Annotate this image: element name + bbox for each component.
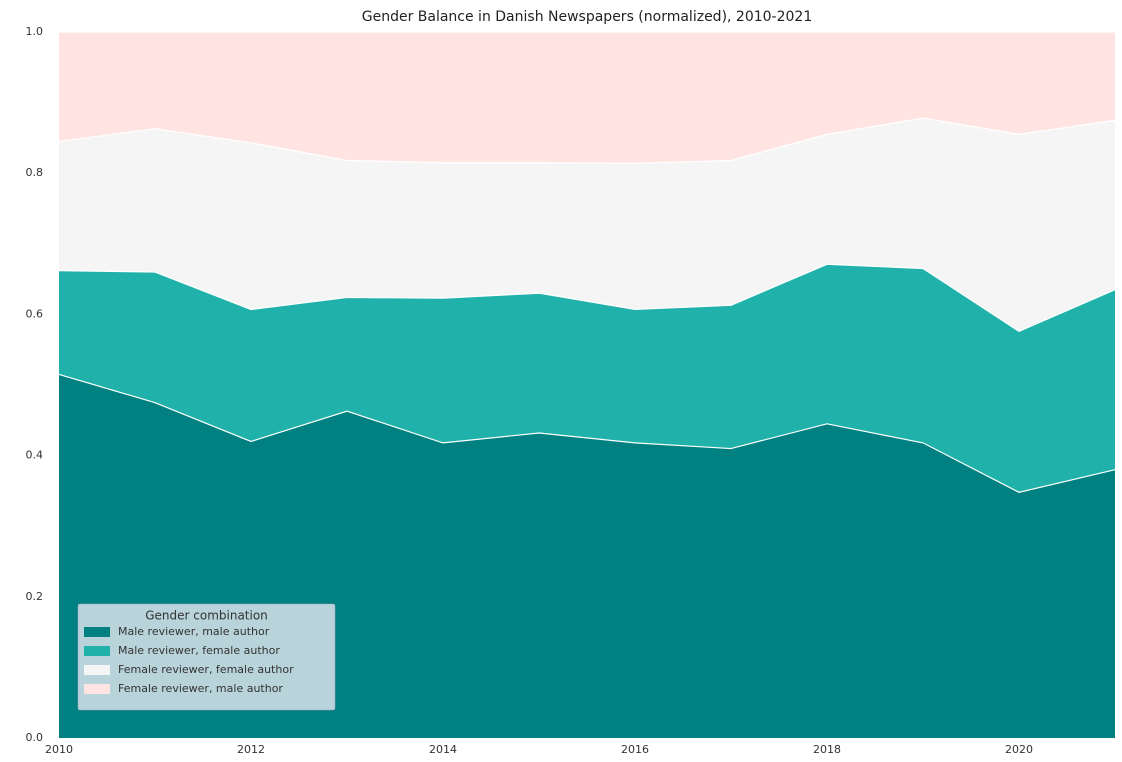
legend-title: Gender combination <box>145 609 268 623</box>
legend-swatch <box>84 684 110 694</box>
area-edge <box>58 373 1116 493</box>
x-tick-label: 2012 <box>237 743 265 756</box>
y-tick-label: 0.2 <box>26 590 44 603</box>
area-edge <box>58 117 1116 164</box>
y-tick-label: 1.0 <box>26 25 44 38</box>
y-tick-label: 0.4 <box>26 449 44 462</box>
x-tick-label: 2010 <box>45 743 73 756</box>
area <box>59 118 1115 332</box>
legend-box <box>77 603 336 711</box>
x-tick-label: 2016 <box>621 743 649 756</box>
legend-label: Male reviewer, female author <box>118 644 280 657</box>
x-tick-label: 2014 <box>429 743 457 756</box>
area <box>59 264 1115 493</box>
legend-label: Female reviewer, female author <box>118 663 294 676</box>
y-tick-label: 0.6 <box>26 307 44 320</box>
area <box>59 32 1115 164</box>
y-tick-label: 0.0 <box>26 731 44 744</box>
legend-swatch <box>84 665 110 675</box>
area-edge <box>58 263 1116 333</box>
x-tick-label: 2020 <box>1005 743 1033 756</box>
chart-title: Gender Balance in Danish Newspapers (nor… <box>362 9 813 25</box>
legend: Gender combination Male reviewer, male au… <box>77 603 336 711</box>
y-tick-label: 0.8 <box>26 166 44 179</box>
legend-swatch <box>84 627 110 637</box>
legend-label: Female reviewer, male author <box>118 682 283 695</box>
legend-swatch <box>84 646 110 656</box>
legend-label: Male reviewer, male author <box>118 625 270 638</box>
x-tick-label: 2018 <box>813 743 841 756</box>
